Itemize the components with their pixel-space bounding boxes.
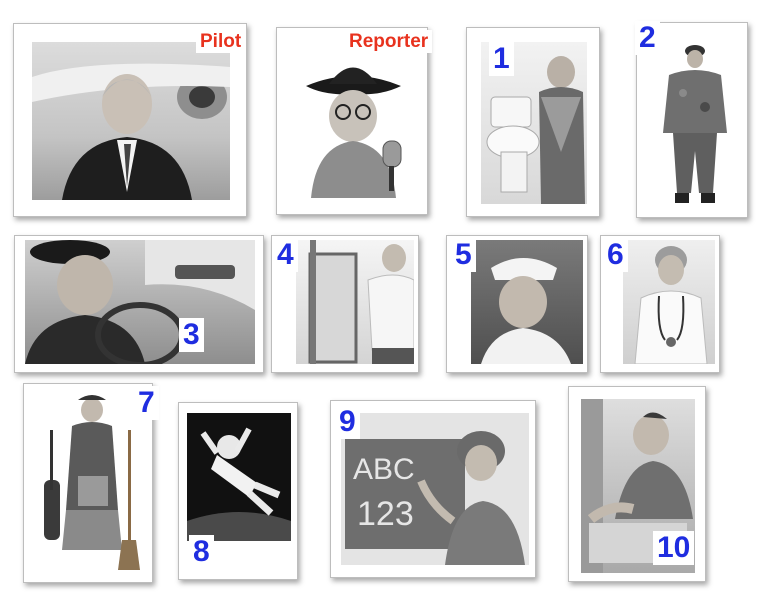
label-2: 2 — [635, 21, 660, 55]
photo-doctor — [623, 240, 715, 364]
card-pilot: Pilot — [13, 23, 247, 217]
label-6: 6 — [603, 238, 628, 272]
label-9: 9 — [335, 405, 360, 439]
photo-housekeeper — [36, 390, 142, 574]
photo-soldier — [647, 33, 739, 209]
photo-painter — [296, 240, 414, 364]
photo-sailor — [471, 240, 583, 364]
label-8: 8 — [189, 535, 214, 569]
label-7: 7 — [134, 386, 159, 420]
card-sailor: 5 — [446, 235, 588, 373]
card-housekeeper: 7 — [23, 383, 159, 583]
label-reporter: Reporter — [345, 30, 433, 53]
photo-driver — [25, 240, 255, 364]
svg-text:123: 123 — [357, 495, 414, 533]
photo-astronaut — [187, 413, 291, 541]
label-pilot: Pilot — [196, 30, 246, 53]
card-reporter: Reporter — [276, 27, 433, 215]
card-painter: 4 — [271, 235, 419, 373]
label-10: 10 — [653, 531, 695, 565]
photo-reporter — [291, 46, 415, 198]
card-driver: 3 — [14, 235, 264, 373]
card-astronaut: 8 — [178, 402, 298, 580]
card-doctor: 6 — [600, 235, 720, 373]
label-5: 5 — [451, 238, 476, 272]
card-teacher: ABC 123 9 — [330, 400, 536, 578]
card-cashier: 10 — [568, 386, 706, 582]
photo-pilot — [32, 42, 230, 200]
label-4: 4 — [273, 238, 298, 272]
svg-text:ABC: ABC — [353, 453, 415, 486]
photo-teacher: ABC 123 — [341, 413, 529, 565]
label-1: 1 — [489, 42, 514, 76]
label-3: 3 — [179, 318, 204, 352]
card-plumber: 1 — [466, 27, 600, 217]
card-soldier: 2 — [635, 21, 748, 218]
